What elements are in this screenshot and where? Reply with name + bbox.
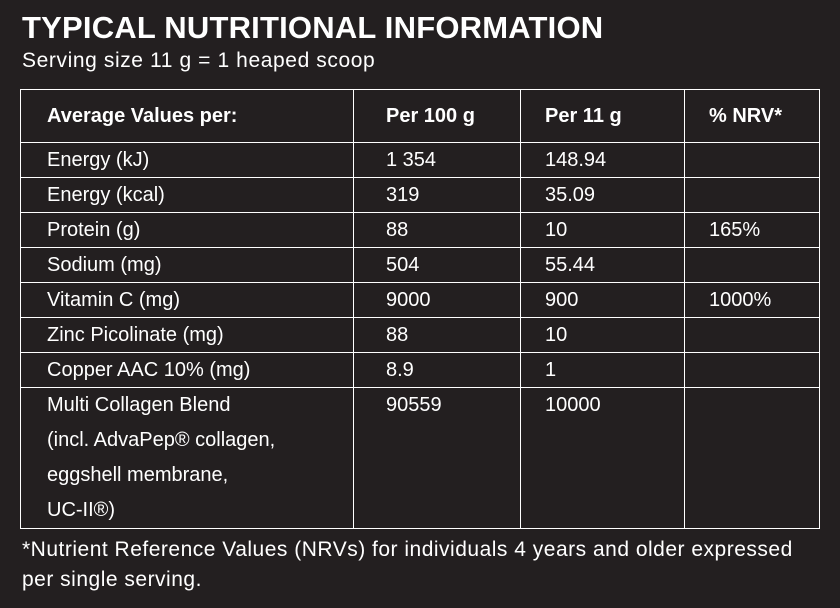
table-header-row: Average Values per: Per 100 g Per 11 g %… <box>20 89 820 143</box>
nrv-value <box>684 247 820 283</box>
per-100g-value: 504 <box>353 247 521 283</box>
table-row: Energy (kJ) 1 354 148.94 <box>20 142 820 178</box>
footnote: *Nutrient Reference Values (NRVs) for in… <box>22 538 793 591</box>
nutrient-name: Energy (kJ) <box>20 142 354 178</box>
nutrient-name: Protein (g) <box>20 212 354 248</box>
nrv-value <box>684 387 820 529</box>
per-100g-value: 1 354 <box>353 142 521 178</box>
table-row: Vitamin C (mg) 9000 900 1000% <box>20 282 820 318</box>
nrv-value <box>684 317 820 353</box>
nutrient-name: Zinc Picolinate (mg) <box>20 317 354 353</box>
table-row: Copper AAC 10% (mg) 8.9 1 <box>20 352 820 388</box>
per-100g-value: 319 <box>353 177 521 213</box>
per-11g-value: 10 <box>520 212 685 248</box>
collagen-name-line: UC-II®) <box>47 499 116 521</box>
per-11g-value: 1 <box>520 352 685 388</box>
per-11g-value: 35.09 <box>520 177 685 213</box>
per-11g-value: 900 <box>520 282 685 318</box>
header-per-11g: Per 11 g <box>520 89 685 143</box>
nutrient-name: Multi Collagen Blend (incl. AdvaPep® col… <box>20 387 354 529</box>
nrv-value: 1000% <box>684 282 820 318</box>
per-11g-value: 148.94 <box>520 142 685 178</box>
nutrient-name: Sodium (mg) <box>20 247 354 283</box>
table-row: Zinc Picolinate (mg) 88 10 <box>20 317 820 353</box>
table-row: Protein (g) 88 10 165% <box>20 212 820 248</box>
nutrient-name: Copper AAC 10% (mg) <box>20 352 354 388</box>
serving-size: Serving size 11 g = 1 heaped scoop <box>22 49 376 72</box>
header-per-100g: Per 100 g <box>353 89 521 143</box>
per-11g-value: 10 <box>520 317 685 353</box>
per-100g-value: 9000 <box>353 282 521 318</box>
per-100g-value: 88 <box>353 212 521 248</box>
collagen-name-line: eggshell membrane, <box>47 464 229 486</box>
per-100g-value: 90559 <box>353 387 521 529</box>
nutrient-name: Energy (kcal) <box>20 177 354 213</box>
collagen-name-line: (incl. AdvaPep® collagen, <box>47 429 276 451</box>
header-average-values: Average Values per: <box>20 89 354 143</box>
nrv-value <box>684 142 820 178</box>
nutrient-name: Vitamin C (mg) <box>20 282 354 318</box>
collagen-name-line: Multi Collagen Blend <box>47 394 231 416</box>
per-11g-value: 10000 <box>520 387 685 529</box>
table-row: Sodium (mg) 504 55.44 <box>20 247 820 283</box>
nrv-value <box>684 177 820 213</box>
per-100g-value: 8.9 <box>353 352 521 388</box>
nutrition-table: Average Values per: Per 100 g Per 11 g %… <box>20 89 820 529</box>
header-nrv: % NRV* <box>684 89 820 143</box>
nrv-value: 165% <box>684 212 820 248</box>
per-100g-value: 88 <box>353 317 521 353</box>
table-row-collagen: Multi Collagen Blend (incl. AdvaPep® col… <box>20 387 820 529</box>
table-row: Energy (kcal) 319 35.09 <box>20 177 820 213</box>
per-11g-value: 55.44 <box>520 247 685 283</box>
page-title: TYPICAL NUTRITIONAL INFORMATION <box>22 10 604 45</box>
nrv-value <box>684 352 820 388</box>
